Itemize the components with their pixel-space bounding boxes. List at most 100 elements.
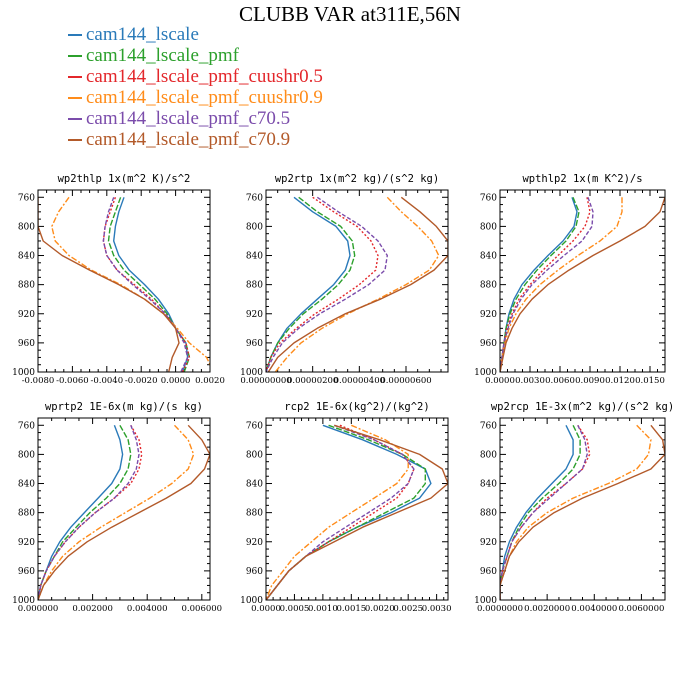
y-tick-label: 920 bbox=[18, 310, 35, 320]
x-tick-label: 0.004000 bbox=[127, 604, 168, 614]
x-tick-label: 0.000000 bbox=[18, 604, 59, 614]
y-tick-label: 840 bbox=[18, 480, 35, 490]
series-line bbox=[266, 196, 351, 372]
y-tick-label: 880 bbox=[480, 281, 497, 291]
figure-title: CLUBB VAR at311E,56N bbox=[239, 2, 461, 26]
chart-panel: wprtp2 1E-6x(m kg)/(s kg) 760 800 840 880 920… bbox=[12, 401, 222, 614]
x-tick-label: 0.0025 bbox=[393, 604, 423, 614]
y-tick-label: 920 bbox=[246, 538, 263, 548]
plot-frame bbox=[37, 417, 211, 601]
series-line bbox=[266, 196, 379, 372]
series-line bbox=[266, 424, 448, 600]
y-tick-label: 800 bbox=[18, 450, 35, 460]
legend-label: cam144_lscale_pmf_cuushr0.5 bbox=[86, 66, 323, 87]
panel-title: wp2rcp 1E-3x(m^2 kg)/(s^2 kg) bbox=[491, 401, 674, 413]
series-line bbox=[266, 424, 426, 600]
legend-label: cam144_lscale bbox=[86, 24, 199, 45]
chart-panel: wp2rtp 1x(m^2 kg)/(s^2 kg) 760 800 840 880 92… bbox=[240, 173, 449, 386]
chart-panel: wp2rcp 1E-3x(m^2 kg)/(s^2 kg) 760 800 840 88… bbox=[474, 401, 674, 614]
legend-item: cam144_lscale_pmf_cuushr0.5 bbox=[68, 66, 323, 87]
legend-item: cam144_lscale_pmf_c70.9 bbox=[68, 129, 323, 150]
legend-item: cam144_lscale_pmf_c70.5 bbox=[68, 108, 323, 129]
plot-frame bbox=[265, 417, 449, 601]
y-tick-label: 760 bbox=[246, 193, 263, 203]
x-tick-label: 0.0030 bbox=[422, 604, 452, 614]
legend: cam144_lscale cam144_lscale_pmf cam144_l… bbox=[68, 24, 323, 150]
panel-title: wprtp2 1E-6x(m kg)/(s kg) bbox=[45, 401, 203, 413]
series-line bbox=[500, 197, 665, 372]
y-tick-label: 800 bbox=[246, 450, 263, 460]
series-line bbox=[274, 196, 440, 372]
plot-frame bbox=[265, 189, 449, 373]
x-tick-label: 0.0015 bbox=[336, 604, 366, 614]
y-tick-label: 960 bbox=[246, 567, 263, 577]
x-tick-label: 0.0060000 bbox=[618, 604, 664, 614]
y-tick-label: 1000 bbox=[240, 596, 263, 606]
chart-panel: rcp2 1E-6x(kg^2)/(kg^2) 760 800 840 880 920 96… bbox=[240, 401, 451, 614]
y-tick-label: 880 bbox=[480, 509, 497, 519]
y-tick-label: 920 bbox=[480, 538, 497, 548]
series-line bbox=[266, 424, 409, 600]
x-tick-label: 0.0000 bbox=[251, 604, 281, 614]
y-tick-label: 960 bbox=[18, 339, 35, 349]
x-tick-label: 0.0060 bbox=[545, 376, 575, 386]
y-tick-label: 760 bbox=[246, 421, 263, 431]
plot-frame bbox=[37, 189, 211, 373]
y-tick-label: 920 bbox=[480, 310, 497, 320]
x-tick-label: 0.006000 bbox=[182, 604, 223, 614]
series-line bbox=[266, 196, 356, 372]
y-tick-label: 1000 bbox=[12, 596, 35, 606]
x-tick-label: 0.0120 bbox=[605, 376, 635, 386]
legend-item: cam144_lscale_pmf_cuushr0.9 bbox=[68, 87, 323, 108]
y-tick-label: 920 bbox=[246, 310, 263, 320]
y-tick-label: 760 bbox=[480, 421, 497, 431]
legend-item: cam144_lscale_pmf bbox=[68, 45, 323, 66]
y-tick-label: 960 bbox=[480, 339, 497, 349]
series-line bbox=[500, 197, 578, 372]
legend-item: cam144_lscale bbox=[68, 24, 323, 45]
x-tick-label: 0.0000 bbox=[161, 376, 191, 386]
x-tick-label: 0.0020 bbox=[365, 604, 395, 614]
chart-panel: wp2thlp 1x(m^2 K)/s^2 760 800 840 880 920 960 1… bbox=[12, 173, 225, 386]
x-tick-label: 0.0020000 bbox=[524, 604, 570, 614]
x-tick-label: 0.0020 bbox=[195, 376, 225, 386]
panel-title: wp2rtp 1x(m^2 kg)/(s^2 kg) bbox=[275, 173, 439, 185]
series-line bbox=[266, 424, 415, 600]
y-tick-label: 840 bbox=[480, 480, 497, 490]
legend-swatch bbox=[68, 54, 82, 57]
y-tick-label: 760 bbox=[18, 193, 35, 203]
x-tick-label: -0.0080 bbox=[22, 376, 55, 386]
series-line bbox=[38, 197, 180, 372]
x-tick-label: 0.00000600 bbox=[380, 376, 431, 386]
y-tick-label: 960 bbox=[480, 567, 497, 577]
y-tick-label: 760 bbox=[480, 193, 497, 203]
series-line bbox=[51, 196, 210, 367]
series-line bbox=[500, 424, 591, 600]
y-tick-label: 960 bbox=[18, 567, 35, 577]
y-tick-label: 1000 bbox=[474, 596, 497, 606]
series-line bbox=[500, 424, 665, 600]
y-tick-label: 800 bbox=[480, 450, 497, 460]
y-tick-label: 960 bbox=[246, 339, 263, 349]
y-tick-label: 800 bbox=[18, 222, 35, 232]
x-tick-label: 0.0030 bbox=[515, 376, 545, 386]
legend-label: cam144_lscale_pmf_c70.9 bbox=[86, 129, 291, 150]
x-tick-label: 0.00000400 bbox=[334, 376, 385, 386]
legend-swatch bbox=[68, 75, 82, 78]
x-tick-label: 0.00000200 bbox=[287, 376, 338, 386]
series-line bbox=[266, 424, 432, 600]
plot-frame bbox=[499, 417, 666, 601]
series-line bbox=[267, 196, 448, 372]
y-tick-label: 880 bbox=[246, 281, 263, 291]
series-line bbox=[38, 424, 210, 600]
panel-title: rcp2 1E-6x(kg^2)/(kg^2) bbox=[284, 401, 429, 413]
series-line bbox=[500, 424, 652, 600]
y-tick-label: 880 bbox=[18, 281, 35, 291]
y-tick-label: 880 bbox=[18, 509, 35, 519]
panel-title: wp2thlp 1x(m^2 K)/s^2 bbox=[58, 173, 191, 185]
series-line bbox=[112, 197, 189, 372]
series-line bbox=[500, 424, 588, 600]
x-tick-label: 0.0090 bbox=[575, 376, 605, 386]
series-line bbox=[500, 424, 581, 600]
panel-title: wpthlp2 1x(m K^2)/s bbox=[522, 173, 642, 185]
